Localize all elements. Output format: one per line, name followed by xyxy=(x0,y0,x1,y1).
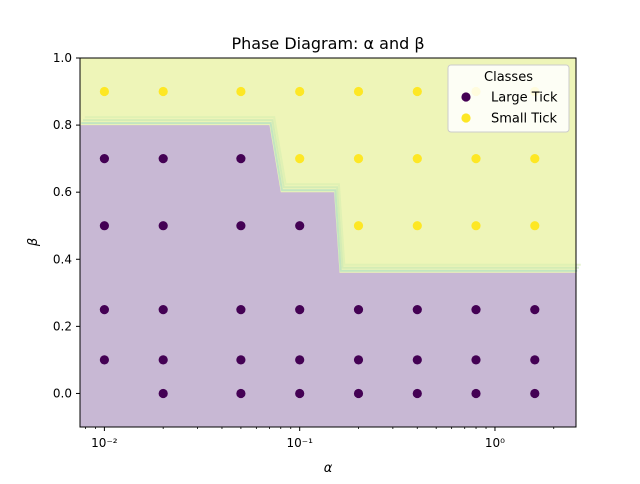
x-tick-label: 10⁰ xyxy=(485,436,505,450)
large-tick-point xyxy=(236,221,246,231)
large-tick-point xyxy=(158,221,168,231)
large-tick-point xyxy=(99,355,109,365)
small-tick-point xyxy=(471,154,481,164)
large-tick-point xyxy=(353,355,364,365)
y-tick-label: 0.0 xyxy=(53,386,72,400)
large-tick-point xyxy=(412,388,422,399)
small-tick-point xyxy=(412,86,422,97)
small-tick-point xyxy=(99,86,109,97)
large-tick-point xyxy=(353,305,364,315)
large-tick-point xyxy=(236,388,246,399)
legend: Classes Large Tick Small Tick xyxy=(447,64,570,133)
small-tick-point xyxy=(236,86,246,97)
large-tick-point xyxy=(471,388,481,399)
large-tick-point xyxy=(236,154,246,164)
large-tick-point xyxy=(295,221,305,231)
large-tick-point xyxy=(471,305,481,315)
boundary-band xyxy=(84,116,581,266)
small-tick-point xyxy=(412,154,422,164)
large-tick-point xyxy=(236,355,246,365)
large-tick-point xyxy=(530,355,540,365)
small-tick-point xyxy=(158,86,168,97)
small-tick-point xyxy=(353,221,364,231)
plot-frame xyxy=(79,57,577,428)
legend-marker xyxy=(461,92,471,102)
large-tick-point xyxy=(99,305,109,315)
legend-entry-label: Large Tick xyxy=(491,91,558,106)
x-tick-label: 10⁻² xyxy=(91,436,118,450)
large-tick-point xyxy=(412,355,422,365)
large-tick-point xyxy=(236,305,246,315)
large-tick-point xyxy=(471,355,481,365)
legend-title: Classes xyxy=(484,70,533,85)
large-tick-point xyxy=(530,305,540,315)
small-tick-point xyxy=(412,221,422,231)
large-tick-point xyxy=(158,355,168,365)
large-tick-point xyxy=(295,305,305,315)
small-tick-point xyxy=(353,86,364,97)
large-tick-point xyxy=(353,388,364,399)
y-tick-label: 1.0 xyxy=(53,51,72,65)
large-tick-point xyxy=(412,305,422,315)
large-tick-point xyxy=(158,388,168,399)
chart-title: Phase Diagram: α and β xyxy=(231,34,424,53)
small-tick-point xyxy=(295,86,305,97)
legend-entry-label: Small Tick xyxy=(491,112,558,127)
y-tick-label: 0.8 xyxy=(53,118,72,132)
large-tick-point xyxy=(99,154,109,164)
legend-marker xyxy=(461,113,471,123)
y-tick-label: 0.4 xyxy=(53,252,72,266)
large-tick-point xyxy=(530,388,540,399)
small-tick-point xyxy=(353,154,364,164)
large-tick-region xyxy=(80,125,576,427)
small-tick-point xyxy=(295,154,305,164)
large-tick-point xyxy=(99,221,109,231)
small-tick-point xyxy=(530,154,540,164)
small-tick-point xyxy=(471,221,481,231)
legend-box xyxy=(447,64,570,133)
large-tick-point xyxy=(295,355,305,365)
large-tick-point xyxy=(158,154,168,164)
y-axis-label: β xyxy=(26,238,41,247)
x-tick-label: 10⁻¹ xyxy=(286,436,313,450)
large-tick-point xyxy=(295,388,305,399)
boundary-band xyxy=(81,122,578,272)
small-tick-point xyxy=(530,221,540,231)
y-tick-label: 0.2 xyxy=(53,319,72,333)
boundary-band xyxy=(83,119,579,269)
x-axis-label: α xyxy=(324,461,333,476)
y-tick-label: 0.6 xyxy=(53,185,72,199)
large-tick-point xyxy=(158,305,168,315)
